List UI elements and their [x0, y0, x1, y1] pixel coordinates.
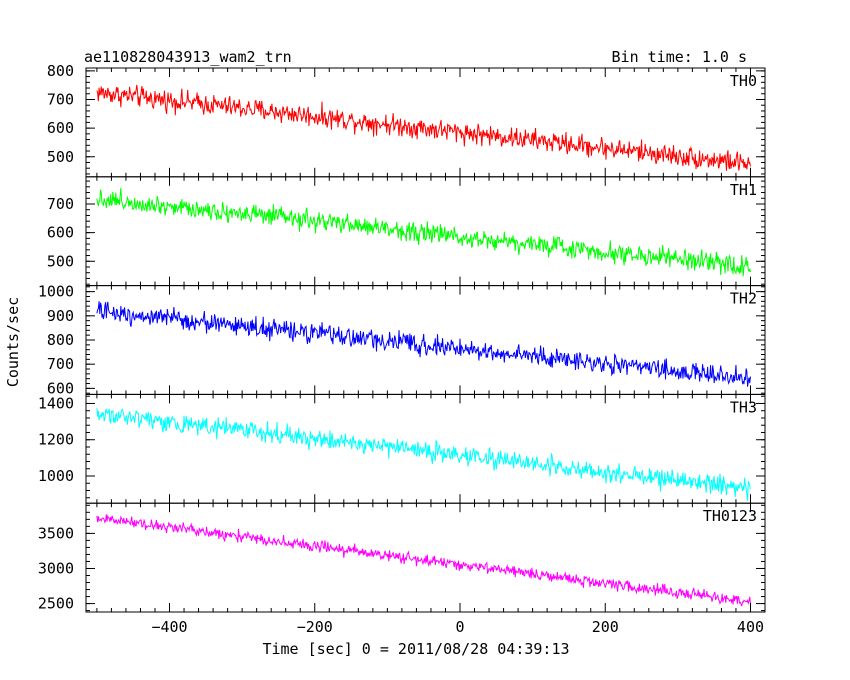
series-line-th3 — [96, 408, 751, 501]
y-tick-label-th3: 1400 — [38, 394, 74, 412]
x-tick-label: 200 — [592, 618, 619, 636]
y-tick-label-th0: 500 — [47, 148, 74, 166]
panel-label-th1: TH1 — [730, 181, 757, 199]
y-tick-label-th0123: 3500 — [38, 524, 74, 542]
panels-group: 500 600 700 800 TH0 500 600 700 TH1 600 700 800 900 1… — [38, 62, 766, 636]
x-tick-label: −200 — [297, 618, 333, 636]
panel-frame-th2 — [85, 285, 766, 395]
series-line-th1 — [96, 187, 751, 277]
bin-time-label: Bin time: 1.0 s — [612, 48, 747, 66]
y-tick-label-th2: 700 — [47, 355, 74, 373]
y-tick-label-th0123: 3000 — [38, 559, 74, 577]
y-axis-label: Counts/sec — [4, 297, 22, 387]
panel-label-th0123: TH0123 — [703, 507, 757, 525]
x-tick-label: 0 — [455, 618, 464, 636]
x-tick-label: −400 — [151, 618, 187, 636]
panel-frame-th3 — [85, 393, 766, 504]
y-tick-label-th0123: 2500 — [38, 595, 74, 613]
y-tick-label-th1: 500 — [47, 252, 74, 270]
y-tick-label-th2: 800 — [47, 331, 74, 349]
y-tick-label-th1: 600 — [47, 224, 74, 242]
x-tick-label: 400 — [737, 618, 764, 636]
x-axis-label: Time [sec] 0 = 2011/08/28 04:39:13 — [262, 640, 569, 658]
y-tick-label-th2: 900 — [47, 307, 74, 325]
plot-title: ae110828043913_wam2_trn — [84, 48, 292, 66]
panel-label-th3: TH3 — [730, 398, 757, 416]
y-tick-label-th1: 700 — [47, 195, 74, 213]
y-tick-label-th0: 700 — [47, 90, 74, 108]
panel-frame-th0123 — [85, 502, 766, 613]
panel-label-th0: TH0 — [730, 72, 757, 90]
y-tick-label-th3: 1200 — [38, 431, 74, 449]
y-tick-label-th2: 1000 — [38, 283, 74, 301]
series-line-th2 — [96, 301, 751, 387]
y-tick-label-th0: 600 — [47, 119, 74, 137]
series-line-th0 — [96, 84, 751, 171]
series-line-th0123 — [96, 514, 751, 607]
y-tick-label-th0: 800 — [47, 62, 74, 80]
panel-frame-th1 — [85, 176, 766, 287]
y-tick-label-th3: 1000 — [38, 467, 74, 485]
y-tick-label-th2: 600 — [47, 379, 74, 397]
panel-label-th2: TH2 — [730, 290, 757, 308]
